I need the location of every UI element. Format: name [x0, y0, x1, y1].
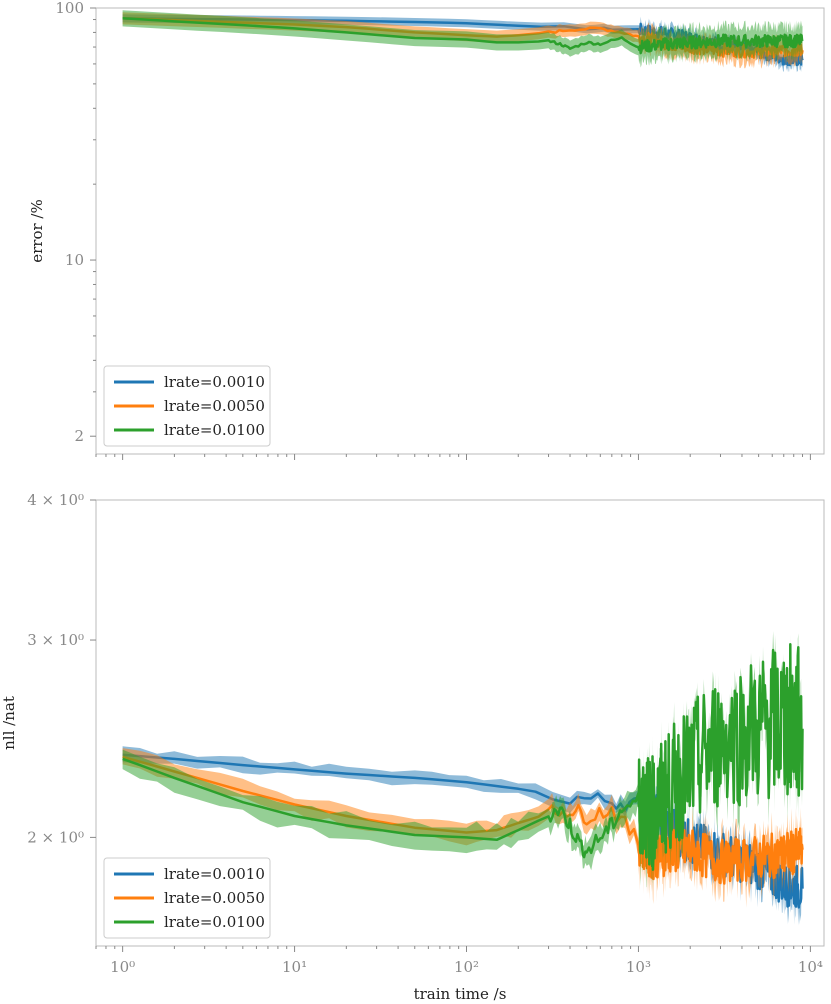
- legend-label: lrate=0.0100: [164, 421, 265, 439]
- y-tick-label: 100: [55, 0, 84, 17]
- legend-label: lrate=0.0100: [164, 913, 265, 931]
- y-axis-label: error /%: [28, 199, 46, 263]
- y-tick-label: 4 × 10⁰: [27, 491, 84, 509]
- y-tick-label: 2: [74, 427, 84, 445]
- x-tick-label: 10¹: [282, 958, 307, 976]
- series-line-2: [122, 643, 804, 871]
- x-tick-label: 10²: [454, 958, 479, 976]
- series-group: [122, 10, 804, 73]
- y-tick-label: 2 × 10⁰: [27, 828, 84, 846]
- y-axis-label: nll /nat: [0, 696, 18, 750]
- legend-label: lrate=0.0050: [164, 889, 265, 907]
- x-tick-label: 10³: [626, 958, 651, 976]
- error-panel: 2 10 100 error /% lrate=0.0010 lrate=0.0050 lr…: [28, 0, 825, 460]
- legend-label: lrate=0.0010: [164, 373, 265, 391]
- plot-frame: [95, 7, 825, 455]
- y-tick-label: 3 × 10⁰: [27, 631, 84, 649]
- series-line-2: [122, 17, 804, 55]
- legend-box: [103, 365, 271, 447]
- nll-panel: 10⁰ 10¹ 10² 10³ 10⁴ 2 × 10⁰ 3 × 10⁰ 4 × 10⁰ nll …: [0, 491, 825, 1003]
- legend-box: [103, 857, 271, 939]
- series-group: [122, 631, 804, 926]
- legend-label: lrate=0.0010: [164, 865, 265, 883]
- legend-label: lrate=0.0050: [164, 397, 265, 415]
- plot-frame: [95, 499, 825, 947]
- x-tick-label: 10⁰: [110, 958, 135, 976]
- x-tick-label: 10⁴: [798, 958, 823, 976]
- x-axis-label: train time /s: [414, 985, 507, 1003]
- y-tick-label: 10: [65, 251, 84, 269]
